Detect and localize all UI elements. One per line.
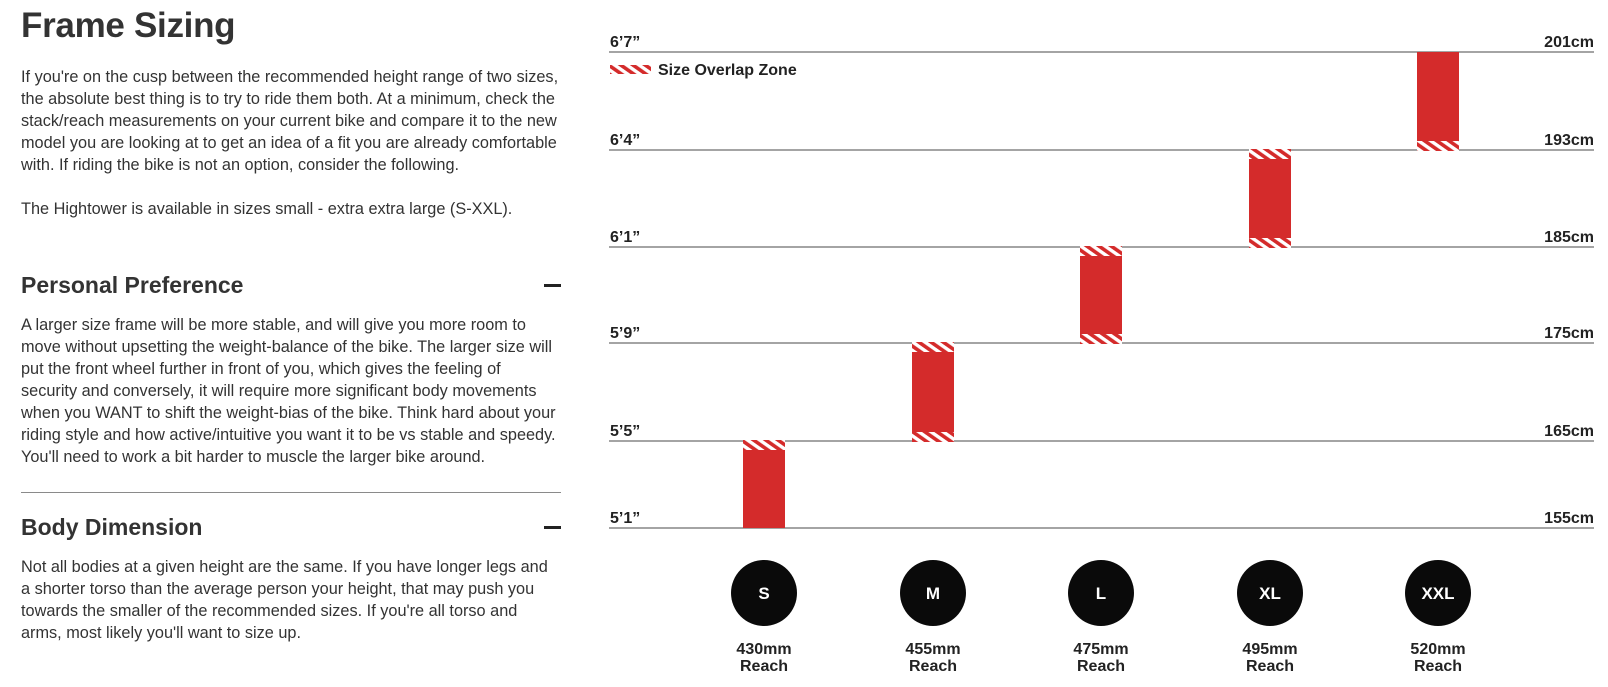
size-badge xyxy=(731,560,797,626)
availability-text: The Hightower is available in sizes smal… xyxy=(21,200,513,218)
tick-label-metric: 185cm xyxy=(1544,229,1594,246)
section-personal-preference[interactable]: Personal Preference xyxy=(21,270,561,300)
size-range-bar xyxy=(743,441,785,528)
size-badge xyxy=(1405,560,1471,626)
legend-swatch xyxy=(610,65,651,74)
tick-label-metric: 193cm xyxy=(1544,132,1594,149)
section-divider xyxy=(21,492,561,493)
overlap-zone-bottom xyxy=(1080,334,1122,344)
size-badge-label: M xyxy=(926,584,940,603)
tick-label-imperial: 5’5” xyxy=(610,423,640,440)
reach-label: Reach xyxy=(909,658,957,675)
section-title: Personal Preference xyxy=(21,272,244,298)
tick-label-metric: 201cm xyxy=(1544,34,1594,51)
tick-label-metric: 155cm xyxy=(1544,510,1594,527)
size-range-bar xyxy=(1080,247,1122,343)
size-range-bar xyxy=(1417,52,1459,150)
reach-label: Reach xyxy=(740,658,788,675)
section-body: A larger size frame will be more stable,… xyxy=(21,316,556,466)
reach-value: 520mm xyxy=(1410,641,1465,658)
section-title: Body Dimension xyxy=(21,514,203,540)
overlap-zone-bottom xyxy=(912,432,954,442)
overlap-zone-top xyxy=(1249,149,1291,159)
reach-value: 475mm xyxy=(1073,641,1128,658)
size-badge-label: S xyxy=(758,584,769,603)
size-badge-label: XXL xyxy=(1421,584,1454,603)
tick-label-imperial: 5’9” xyxy=(610,325,640,342)
reach-label: Reach xyxy=(1246,658,1294,675)
size-badge xyxy=(1068,560,1134,626)
page-title: Frame Sizing xyxy=(21,6,236,45)
reach-value: 495mm xyxy=(1242,641,1297,658)
size-badge xyxy=(900,560,966,626)
overlap-zone-top xyxy=(743,440,785,450)
intro-text: If you're on the cusp between the recomm… xyxy=(21,68,559,174)
size-badge-label: XL xyxy=(1259,584,1281,603)
collapse-minus-icon[interactable] xyxy=(544,526,561,529)
overlap-zone-top xyxy=(912,342,954,352)
reach-label: Reach xyxy=(1077,658,1125,675)
tick-label-imperial: 5’1” xyxy=(610,510,640,527)
section-body: Not all bodies at a given height are the… xyxy=(21,558,548,642)
reach-label: Reach xyxy=(1414,658,1462,675)
tick-label-imperial: 6’7” xyxy=(610,34,640,51)
overlap-zone-bottom xyxy=(1417,141,1459,151)
tick-label-metric: 175cm xyxy=(1544,325,1594,342)
reach-value: 455mm xyxy=(905,641,960,658)
legend-label: Size Overlap Zone xyxy=(658,62,797,79)
collapse-minus-icon[interactable] xyxy=(544,284,561,287)
size-badge xyxy=(1237,560,1303,626)
overlap-zone-bottom xyxy=(1249,238,1291,248)
size-badge-label: L xyxy=(1096,584,1106,603)
size-range-bar xyxy=(912,343,954,441)
reach-value: 430mm xyxy=(736,641,791,658)
text-column: Frame Sizing If you're on the cusp betwe… xyxy=(21,0,561,644)
tick-label-metric: 165cm xyxy=(1544,423,1594,440)
tick-label-imperial: 6’1” xyxy=(610,229,640,246)
section-body-dimension[interactable]: Body Dimension xyxy=(21,512,561,542)
size-range-bar xyxy=(1249,150,1291,247)
overlap-zone-top xyxy=(1080,246,1122,256)
tick-label-imperial: 6’4” xyxy=(610,132,640,149)
